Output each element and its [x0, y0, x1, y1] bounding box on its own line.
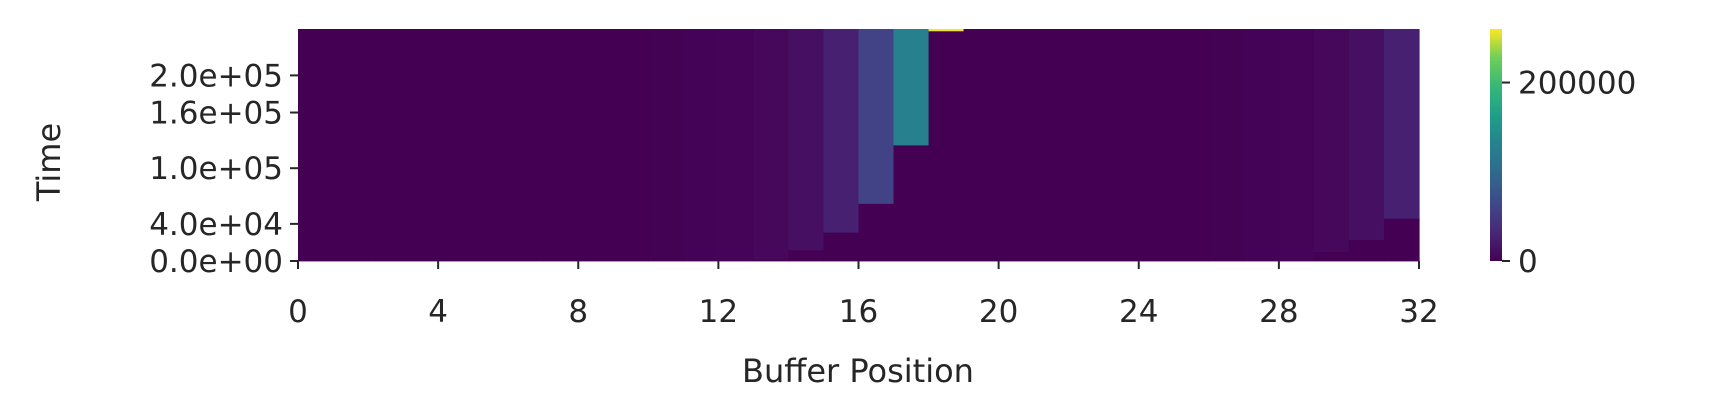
heatmap-cell	[858, 203, 895, 262]
y-tick-label: 4.0e+04	[149, 207, 283, 243]
y-tick-label: 0.0e+00	[149, 244, 283, 280]
heatmap-cell	[928, 30, 965, 262]
colorbar-gradient	[1490, 29, 1502, 261]
y-tick-label: 1.0e+05	[149, 151, 283, 187]
y-tick-label: 1.6e+05	[149, 96, 283, 132]
heatmap-cell	[858, 29, 895, 204]
heatmap-cell	[1103, 29, 1140, 262]
heatmap-cell	[753, 29, 790, 260]
heatmap-cell	[333, 29, 369, 262]
heatmap-cell	[508, 29, 544, 262]
heatmap-cell	[1208, 29, 1245, 262]
heatmap-cell	[1068, 29, 1105, 262]
heatmap-cell	[578, 29, 614, 262]
heatmap-cell	[893, 145, 930, 262]
y-tick-label: 2.0e+05	[149, 58, 283, 94]
heatmap-cell	[823, 29, 860, 233]
x-tick-label: 8	[568, 294, 588, 330]
heatmap-cell	[823, 232, 860, 262]
heatmap-cells	[298, 29, 1420, 262]
heatmap-cell	[998, 29, 1035, 262]
heatmap-cell	[438, 29, 474, 262]
heatmap-cell	[613, 29, 649, 262]
x-tick-label: 0	[288, 294, 308, 330]
heatmap-cell	[368, 29, 404, 262]
heatmap-cell	[718, 29, 755, 262]
colorbar: 0 200000	[1490, 29, 1636, 280]
heatmap-cell	[543, 29, 579, 262]
heatmap-cell	[648, 29, 684, 262]
heatmap-cell	[893, 29, 930, 146]
y-axis: 0.0e+004.0e+04 1.0e+05 1.6e+052.0e+05	[149, 58, 298, 280]
heatmap-cell	[788, 29, 825, 251]
heatmap-cell	[473, 29, 509, 262]
heatmap-cell	[1313, 251, 1350, 262]
heatmap-cell	[1138, 29, 1175, 262]
heatmap-cell	[683, 29, 719, 262]
x-tick-label: 12	[699, 294, 738, 330]
x-tick-label: 20	[979, 294, 1018, 330]
heatmap-cell	[963, 29, 1000, 262]
heatmap-cell	[1243, 29, 1280, 262]
heatmap-cell	[753, 259, 790, 262]
heatmap-cell	[1383, 29, 1420, 219]
heatmap-cell	[1383, 218, 1420, 262]
colorbar-tick-label: 200000	[1518, 66, 1636, 102]
x-axis: 0 4 8 12 16 20 24 28 32	[288, 261, 1439, 330]
heatmap-cell	[928, 29, 965, 32]
x-tick-label: 28	[1259, 294, 1298, 330]
heatmap-cell	[788, 249, 825, 262]
heatmap-cell	[1348, 29, 1385, 241]
heatmap-cell	[1313, 29, 1350, 253]
y-axis-title: Time	[30, 123, 68, 202]
colorbar-tick-label: 0	[1518, 244, 1538, 280]
heatmap-cell	[1348, 239, 1385, 262]
heatmap-cell	[1173, 29, 1210, 262]
x-tick-label: 32	[1399, 294, 1438, 330]
heatmap-cell	[1033, 29, 1070, 262]
x-tick-label: 16	[839, 294, 878, 330]
x-tick-label: 24	[1119, 294, 1158, 330]
x-tick-label: 4	[428, 294, 448, 330]
heatmap-cell	[298, 29, 334, 262]
heatmap-cell	[403, 29, 439, 262]
heatmap-cell	[1278, 29, 1315, 262]
x-axis-title: Buffer Position	[742, 352, 974, 390]
